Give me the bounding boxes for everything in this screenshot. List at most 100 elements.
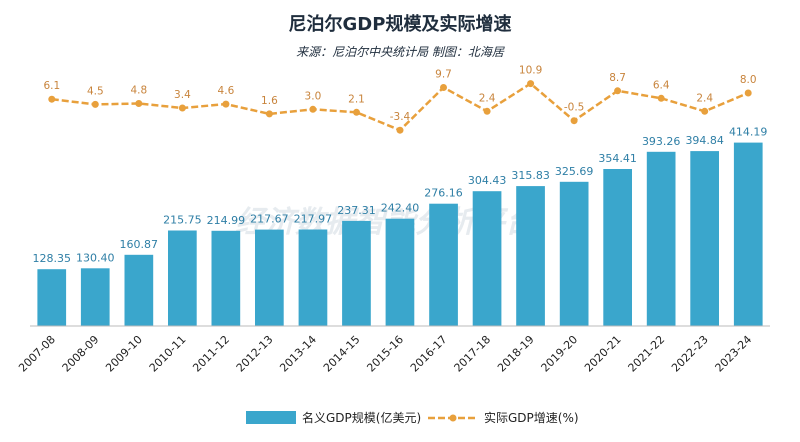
growth-point-2021-22 xyxy=(657,94,665,102)
bar-2023-24 xyxy=(733,142,763,326)
bar-2020-21 xyxy=(603,169,632,326)
x-tick-2018-19: 2018-19 xyxy=(495,333,537,375)
growth-point-2020-21 xyxy=(614,87,622,95)
bar-2012-13 xyxy=(255,229,284,326)
bar-label-2009-10: 160.87 xyxy=(120,238,159,251)
growth-point-2011-12 xyxy=(222,100,230,108)
growth-label-2023-24: 8.0 xyxy=(740,74,757,86)
growth-line xyxy=(51,82,749,132)
x-tick-2011-12: 2011-12 xyxy=(190,333,232,375)
legend-bar-swatch xyxy=(246,411,296,424)
x-tick-2007-08: 2007-08 xyxy=(16,333,58,375)
corner-watermark: 雪球：北海居 xyxy=(641,411,762,431)
bar-label-2016-17: 276.16 xyxy=(424,187,463,200)
legend-bar-label: 名义GDP规模(亿美元) xyxy=(302,410,421,425)
bar-label-2020-21: 354.41 xyxy=(598,152,637,165)
x-tick-2019-20: 2019-20 xyxy=(539,333,581,375)
bar-label-2017-18: 304.43 xyxy=(468,174,507,187)
bar-2011-12 xyxy=(211,230,241,326)
growth-point-2007-08 xyxy=(48,95,56,103)
growth-label-2009-10: 4.8 xyxy=(130,85,147,97)
growth-label-2007-08: 6.1 xyxy=(43,80,60,92)
bar-2013-14 xyxy=(298,229,328,326)
corner-watermark-text: 雪球：北海居 xyxy=(666,412,762,431)
x-tick-2010-11: 2010-11 xyxy=(147,333,189,375)
growth-label-2015-16: -3.4 xyxy=(390,111,411,123)
growth-point-2019-20 xyxy=(570,117,578,125)
growth-label-2008-09: 4.5 xyxy=(87,85,104,97)
bar-label-2007-08: 128.35 xyxy=(33,252,72,265)
growth-point-2008-09 xyxy=(91,100,99,108)
growth-label-2014-15: 2.1 xyxy=(348,93,365,105)
bar-label-2021-22: 393.26 xyxy=(642,135,681,148)
growth-label-2020-21: 8.7 xyxy=(609,72,626,84)
line-labels: 6.1 4.5 4.8 3.4 4.6 1.6 3.0 2.1 -3.4 9.7 2.4 10.9 -0… xyxy=(43,65,756,124)
bar-2017-18 xyxy=(472,191,502,326)
x-tick-2015-16: 2015-16 xyxy=(364,333,406,375)
x-tick-2020-21: 2020-21 xyxy=(582,333,624,375)
bar-label-2008-09: 130.40 xyxy=(76,251,115,264)
growth-label-2021-22: 6.4 xyxy=(653,79,670,91)
growth-label-2011-12: 4.6 xyxy=(218,85,235,97)
growth-point-2023-24 xyxy=(744,89,752,97)
growth-point-2009-10 xyxy=(135,100,143,107)
bar-2018-19 xyxy=(516,186,545,326)
bar-label-2011-12: 214.99 xyxy=(207,214,246,227)
corner-logo-icon xyxy=(641,411,661,431)
x-tick-2021-22: 2021-22 xyxy=(626,333,668,375)
bar-label-2015-16: 242.40 xyxy=(381,202,420,215)
x-tick-2009-10: 2009-10 xyxy=(103,333,145,375)
bar-labels: 128.35 130.40 160.87 215.75 214.99 217.67 217.… xyxy=(33,126,768,266)
x-tick-2014-15: 2014-15 xyxy=(321,333,363,375)
chart-subtitle: 来源：尼泊尔中央统计局 制图：北海居 xyxy=(296,45,505,59)
bar-2022-23 xyxy=(690,151,719,326)
bar-label-2012-13: 217.67 xyxy=(250,213,289,226)
bar-label-2023-24: 414.19 xyxy=(729,126,768,139)
growth-label-2012-13: 1.6 xyxy=(261,95,278,107)
bar-2016-17 xyxy=(429,203,458,326)
x-tick-2023-24: 2023-24 xyxy=(713,333,755,375)
chart-title: 尼泊尔GDP规模及实际增速 xyxy=(289,13,512,35)
bar-label-2019-20: 325.69 xyxy=(555,165,594,178)
bar-label-2018-19: 315.83 xyxy=(511,169,550,182)
bar-label-2010-11: 215.75 xyxy=(163,214,202,227)
bar-2015-16 xyxy=(385,218,415,326)
bar-label-2013-14: 217.97 xyxy=(294,213,333,226)
growth-label-2010-11: 3.4 xyxy=(174,89,191,101)
growth-point-2012-13 xyxy=(265,110,273,118)
bar-2021-22 xyxy=(646,151,676,326)
growth-label-2013-14: 3.0 xyxy=(305,90,322,102)
growth-label-2022-23: 2.4 xyxy=(696,92,713,104)
bar-2014-15 xyxy=(342,220,371,326)
x-tick-2017-18: 2017-18 xyxy=(452,333,494,375)
growth-label-2019-20: -0.5 xyxy=(564,102,585,114)
bar-series xyxy=(37,142,763,326)
growth-point-2015-16 xyxy=(396,126,404,134)
x-tick-2022-23: 2022-23 xyxy=(669,333,711,375)
growth-point-2013-14 xyxy=(309,105,317,113)
legend-line-label: 实际GDP增速(%) xyxy=(484,410,579,425)
growth-point-2022-23 xyxy=(701,107,709,115)
bar-2007-08 xyxy=(37,269,67,326)
bar-2019-20 xyxy=(559,181,589,326)
bar-2009-10 xyxy=(124,254,154,326)
growth-label-2016-17: 9.7 xyxy=(435,69,452,81)
growth-label-2017-18: 2.4 xyxy=(479,92,496,104)
growth-point-2010-11 xyxy=(178,104,186,112)
bar-2008-09 xyxy=(80,268,110,326)
line-series xyxy=(48,80,752,134)
x-tick-2013-14: 2013-14 xyxy=(277,333,319,375)
growth-point-2016-17 xyxy=(440,84,447,91)
bar-label-2014-15: 237.31 xyxy=(337,204,376,217)
growth-point-2014-15 xyxy=(353,108,360,116)
growth-point-2018-19 xyxy=(527,80,535,88)
bar-2010-11 xyxy=(168,230,197,326)
x-tick-2008-09: 2008-09 xyxy=(60,333,102,375)
legend-line-marker xyxy=(449,414,457,422)
x-tick-labels: 2007-08 2008-09 2009-10 2010-11 2011-12 2012-… xyxy=(16,333,754,375)
x-tick-2016-17: 2016-17 xyxy=(408,333,450,375)
legend: 名义GDP规模(亿美元) 实际GDP增速(%) xyxy=(246,410,579,425)
bar-label-2022-23: 394.84 xyxy=(685,134,724,147)
growth-point-2017-18 xyxy=(483,107,491,115)
